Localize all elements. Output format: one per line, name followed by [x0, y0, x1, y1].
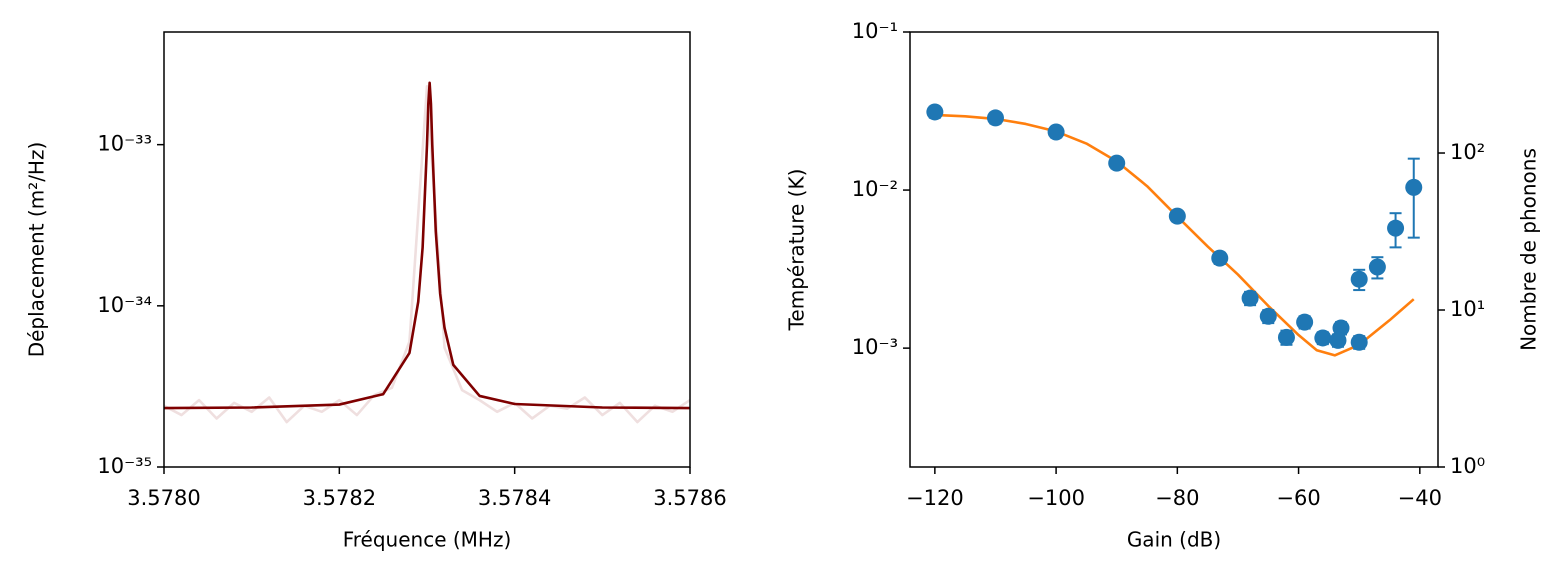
point [1277, 328, 1295, 346]
subplot: 3.5780 3.5782 3.5784 3.5786 10⁻³⁵ 10⁻³⁴ 10⁻³³ F… [25, 31, 727, 552]
y-tick-label: 10⁻³ [852, 335, 898, 359]
y-tick-label: 10⁻¹ [852, 19, 898, 43]
point [1350, 333, 1368, 351]
point [1405, 178, 1423, 196]
point [1211, 249, 1229, 267]
point [1168, 207, 1186, 225]
x-tick-label: 3.5784 [478, 486, 551, 510]
subplot: −120 −100 −80 −60 −40 10⁻³ 10⁻² 10⁻¹ 10⁰ 10¹ 10² Ga… [785, 19, 1541, 552]
point [1108, 154, 1126, 172]
x-tick-label: 3.5780 [127, 486, 200, 510]
point [1296, 313, 1314, 331]
point [1350, 270, 1368, 288]
y2-tick-label: 10⁰ [1450, 454, 1485, 478]
y2-axis-label: Nombre de phonons [1517, 148, 1541, 351]
y-axis-label: Déplacement (m²/Hz) [25, 142, 49, 358]
x-tick-label: 3.5786 [653, 486, 726, 510]
point [1329, 331, 1347, 349]
y-tick-label: 10⁻³⁴ [97, 293, 152, 317]
line [928, 113, 1415, 357]
point [1368, 258, 1386, 276]
x-tick-label: −100 [1027, 486, 1085, 510]
x-tick-label: −120 [906, 486, 964, 510]
point [926, 103, 944, 121]
point [1387, 219, 1405, 237]
line [164, 85, 690, 424]
x-axis-label: Gain (dB) [1127, 528, 1221, 552]
y2-tick-label: 10¹ [1450, 297, 1485, 321]
x-tick-label: −40 [1398, 486, 1442, 510]
y-tick-label: 10⁻³³ [97, 132, 152, 156]
x-tick-label: −80 [1155, 486, 1199, 510]
plot-area [926, 103, 1423, 357]
y-tick-label: 10⁻² [852, 177, 898, 201]
point [1241, 289, 1259, 307]
axes-frame [163, 31, 691, 468]
line [164, 81, 690, 410]
x-axis-label: Fréquence (MHz) [343, 528, 512, 552]
y-axis-label: Température (K) [785, 169, 809, 332]
y2-tick-label: 10² [1450, 140, 1485, 164]
point [1047, 123, 1065, 141]
axes-frame [909, 31, 1439, 468]
point [986, 109, 1004, 127]
point [1314, 329, 1332, 347]
y-tick-label: 10⁻³⁵ [97, 454, 152, 478]
plot-area [164, 81, 690, 424]
x-tick-label: −60 [1276, 486, 1320, 510]
x-tick-label: 3.5782 [303, 486, 376, 510]
point [1259, 307, 1277, 325]
